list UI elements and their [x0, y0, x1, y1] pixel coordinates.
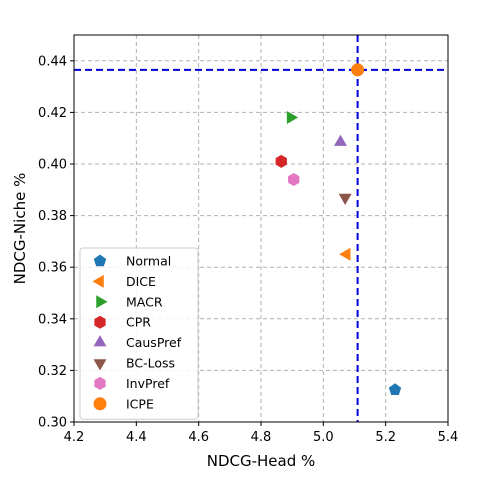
- point-macr: [286, 111, 299, 125]
- legend-marker: [93, 359, 107, 371]
- y-tick-label: 0.38: [38, 209, 67, 224]
- x-tick-label: 5.4: [438, 430, 459, 445]
- legend-box: [79, 247, 199, 420]
- legend-marker: [96, 295, 108, 309]
- y-tick-label: 0.32: [38, 364, 67, 379]
- point-icpe: [351, 63, 365, 77]
- y-tick-label: 0.36: [38, 261, 67, 276]
- legend-label: MACR: [126, 294, 163, 309]
- point-normal: [388, 383, 402, 396]
- legend-label: InvPref: [126, 376, 170, 391]
- y-axis-label: NDCG-Niche %: [11, 173, 29, 285]
- legend: Normal DICE MACR CPR CausPref BC-Loss InvPref I…: [79, 247, 199, 420]
- point-invpref: [288, 172, 300, 186]
- x-axis-ticks: 4.2 4.4 4.6 4.8 5.0 5.2 5.4: [64, 422, 459, 445]
- y-tick-label: 0.44: [38, 54, 67, 69]
- legend-label: ICPE: [126, 396, 154, 411]
- point-cpr: [275, 154, 287, 168]
- x-tick-label: 5.0: [313, 430, 334, 445]
- legend-marker: [93, 397, 107, 411]
- y-tick-label: 0.40: [38, 158, 67, 173]
- x-tick-label: 4.8: [251, 430, 272, 445]
- y-tick-label: 0.34: [38, 312, 67, 327]
- legend-label: DICE: [126, 274, 156, 289]
- x-tick-label: 4.6: [188, 430, 209, 445]
- legend-marker: [94, 376, 106, 390]
- y-axis-ticks: 0.30 0.32 0.34 0.36 0.38 0.40 0.42 0.44: [38, 54, 74, 431]
- x-tick-label: 5.2: [375, 430, 396, 445]
- legend-label: BC-Loss: [126, 356, 175, 371]
- point-dice: [339, 247, 351, 261]
- legend-marker: [93, 254, 107, 267]
- legend-label: CPR: [126, 315, 151, 330]
- data-points: [275, 63, 402, 396]
- legend-label: CausPref: [126, 335, 182, 350]
- legend-marker: [92, 274, 104, 288]
- point-bc-loss: [338, 193, 352, 206]
- x-tick-label: 4.2: [64, 430, 85, 445]
- legend-label: Normal: [126, 254, 171, 269]
- x-axis-label: NDCG-Head %: [207, 452, 316, 470]
- point-causpref: [333, 134, 347, 146]
- legend-marker: [94, 315, 106, 329]
- x-tick-label: 4.4: [126, 430, 147, 445]
- legend-marker: [93, 335, 107, 347]
- reference-lines: [74, 35, 448, 422]
- y-tick-label: 0.42: [38, 106, 67, 121]
- y-tick-label: 0.30: [38, 416, 67, 431]
